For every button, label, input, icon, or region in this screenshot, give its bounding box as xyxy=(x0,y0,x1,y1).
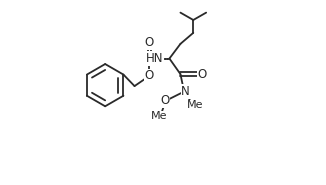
Text: N: N xyxy=(181,85,190,98)
Text: Me: Me xyxy=(151,111,167,121)
Text: O: O xyxy=(160,94,170,107)
Text: O: O xyxy=(198,68,207,81)
Text: HN: HN xyxy=(146,52,163,65)
Text: O: O xyxy=(145,36,154,49)
Text: Me: Me xyxy=(187,100,204,110)
Text: O: O xyxy=(145,70,154,83)
